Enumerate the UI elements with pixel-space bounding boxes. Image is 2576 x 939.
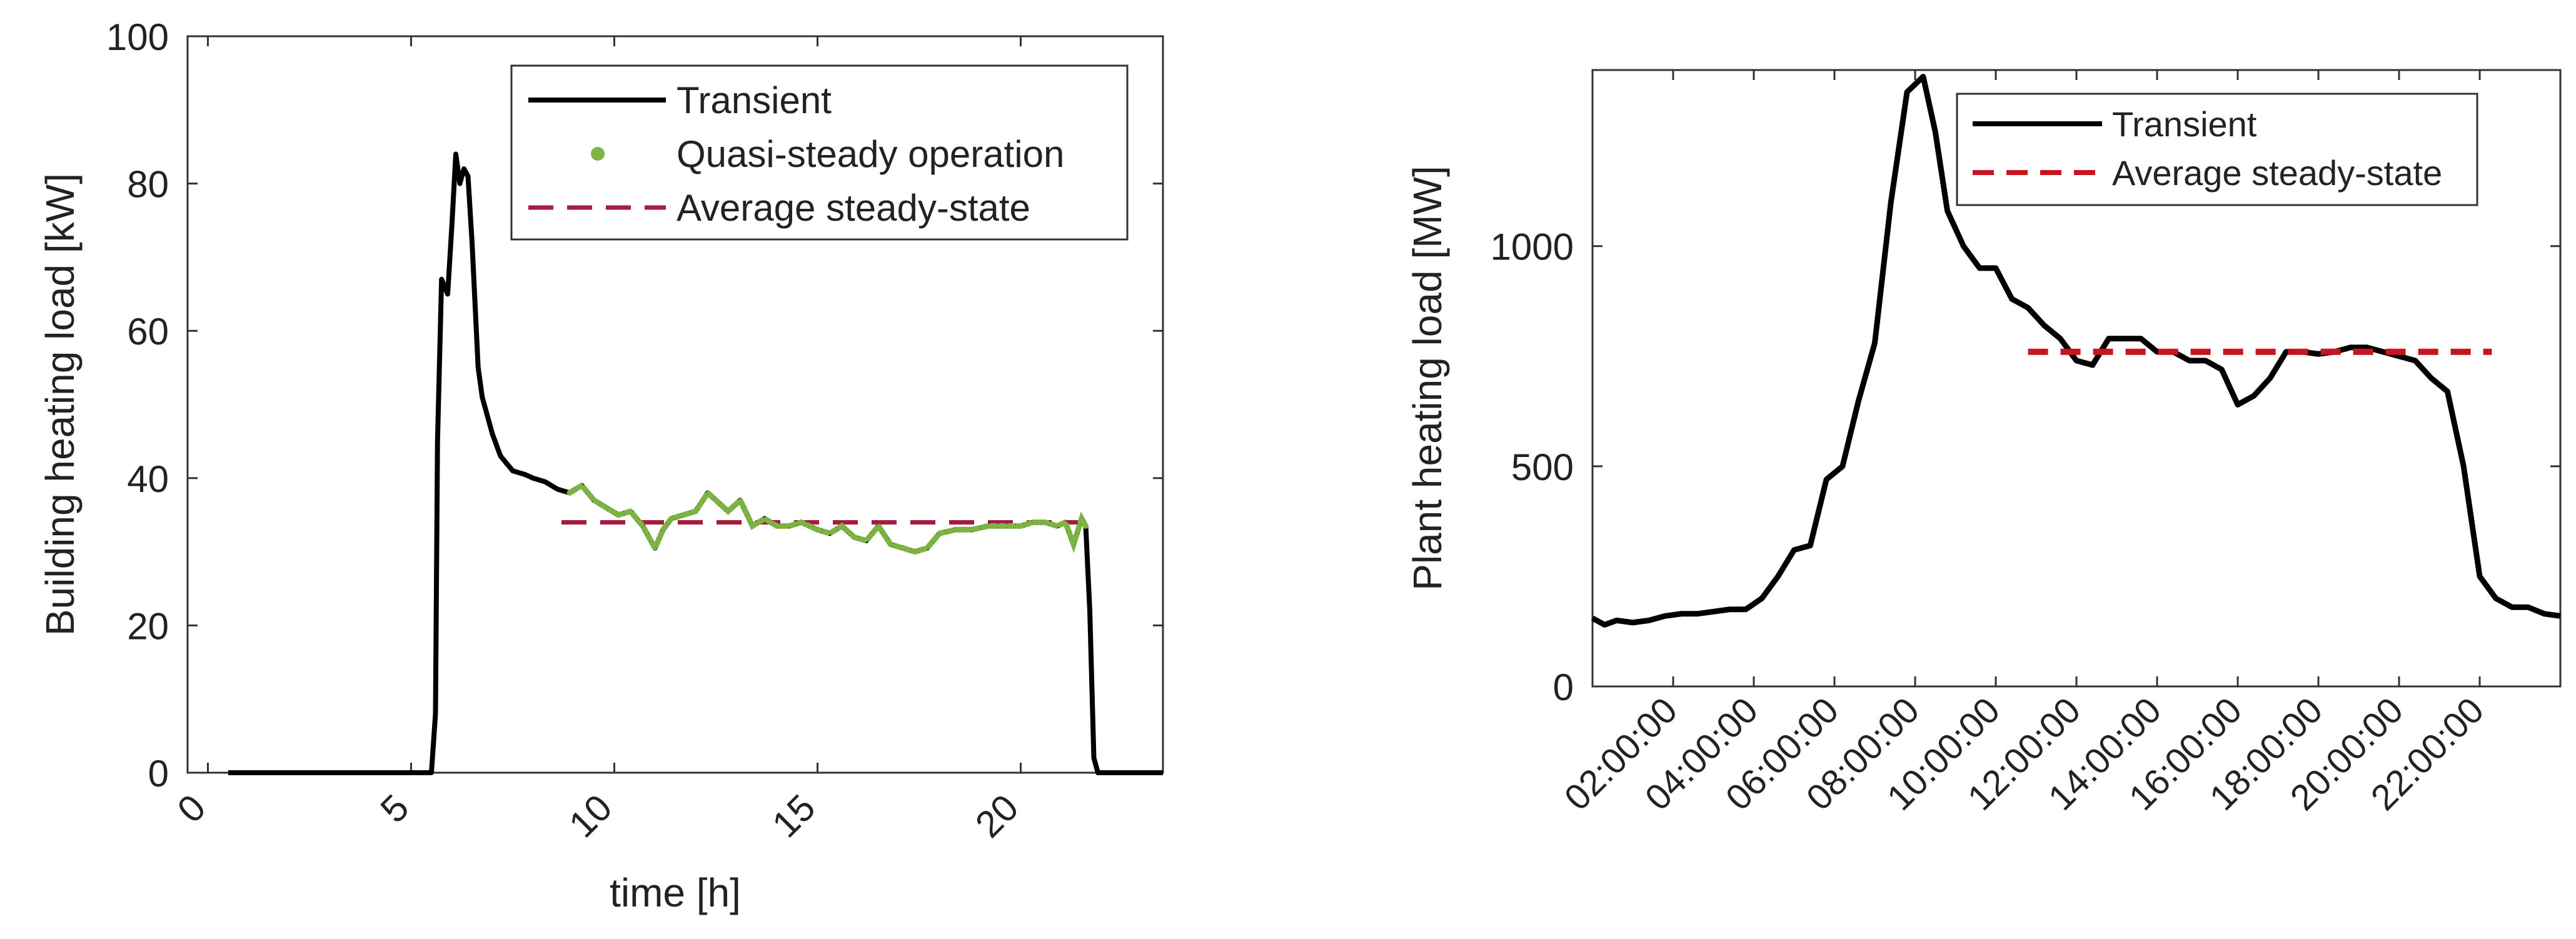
left-x-axis-label: time [h] xyxy=(610,870,741,915)
right-legend-box xyxy=(1956,93,2478,206)
left-y-tick-label: 80 xyxy=(127,164,169,206)
left-y-tick-label: 60 xyxy=(127,311,169,353)
right-y-tick-label: 500 xyxy=(1511,446,1574,488)
left-x-tick-label: 5 xyxy=(373,786,417,831)
right-legend: Transient Average steady-state xyxy=(1956,93,2478,206)
left-y-tick-label: 100 xyxy=(106,16,169,58)
left-x-tick-label: 20 xyxy=(967,786,1027,846)
left-legend-transient-label: Transient xyxy=(677,79,832,121)
left-legend: Transient Quasi-steady operation Average… xyxy=(510,64,1129,241)
left-legend-box xyxy=(510,64,1129,241)
right-series xyxy=(1591,74,2561,628)
left-x-tick-label: 15 xyxy=(764,786,823,846)
left-x-tick-label: 10 xyxy=(561,786,620,846)
left-chart: 0 20 40 60 80 100 0 5 10 15 20 time [h] Building h… xyxy=(38,16,1164,915)
right-y-tick-label: 1000 xyxy=(1491,226,1574,268)
right-legend-transient-label: Transient xyxy=(2112,104,2257,144)
left-x-tick-label: 0 xyxy=(169,786,214,831)
right-y-tick-label: 0 xyxy=(1553,666,1574,708)
left-y-tick-label: 20 xyxy=(127,605,169,647)
left-y-axis-label: Building heating load [kW] xyxy=(38,173,83,636)
left-legend-quasi-swatch xyxy=(591,147,605,161)
left-y-tick-label: 0 xyxy=(148,753,169,795)
left-series xyxy=(228,151,1163,775)
left-quasi-steady-dots xyxy=(566,481,1089,555)
left-y-tick-label: 40 xyxy=(127,458,169,500)
right-y-axis-label: Plant heating load [MW] xyxy=(1405,166,1450,590)
left-legend-quasi-label: Quasi-steady operation xyxy=(677,133,1064,175)
right-legend-average-label: Average steady-state xyxy=(2112,153,2442,193)
left-legend-average-label: Average steady-state xyxy=(677,187,1030,229)
right-chart: 0500100002:00:0004:00:0006:00:0008:00:00… xyxy=(1405,69,2562,818)
